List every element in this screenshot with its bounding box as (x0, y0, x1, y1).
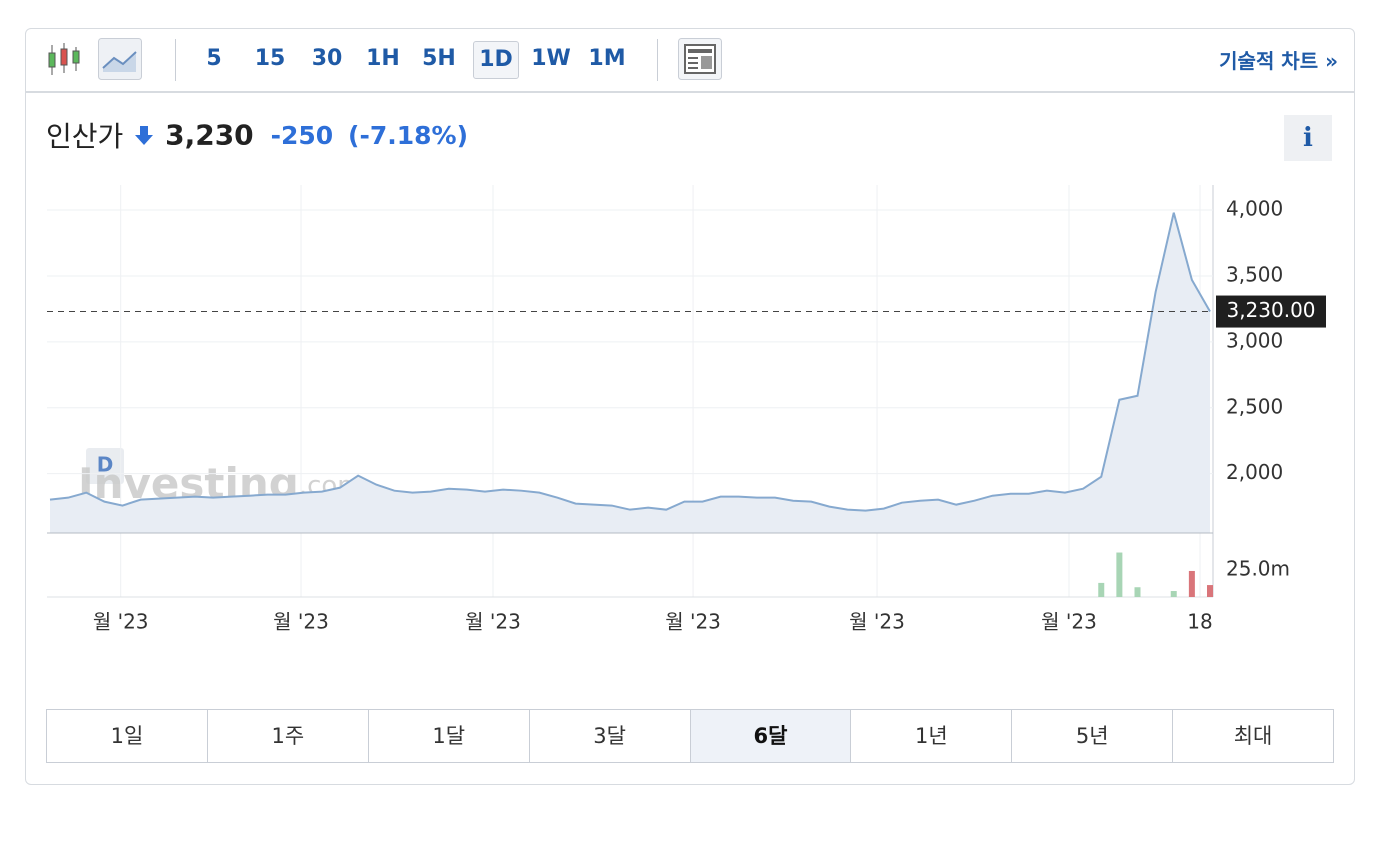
x-tick-label: 월 '23 (93, 610, 149, 634)
range-button[interactable]: 1달 (369, 710, 530, 762)
range-button[interactable]: 최대 (1233, 724, 1273, 748)
y-tick-label: 2,500 (1226, 394, 1283, 418)
x-tick-label: 월 '23 (465, 610, 521, 634)
technical-chart-link[interactable]: 기술적 차트 » (1219, 49, 1338, 73)
news-icon[interactable] (678, 38, 722, 80)
separator (657, 39, 658, 81)
toolbar: 5 15 30 1H 5H 1D 1W 1M 기술적 차트 » (26, 29, 1354, 93)
range-button[interactable]: 1주 (208, 710, 369, 762)
interval-button[interactable]: 1H (366, 46, 400, 71)
volume-tick-label: 25.0m (1226, 556, 1290, 580)
line-icon[interactable] (98, 38, 142, 80)
candle-icon[interactable] (46, 43, 82, 77)
volume-bar (1188, 570, 1195, 597)
y-tick-label: 4,000 (1226, 197, 1283, 221)
change: -250 (270, 120, 334, 150)
price: 3,230 (165, 118, 254, 152)
interval-button[interactable]: 1W (531, 46, 571, 71)
y-tick-label: 2,000 (1226, 460, 1283, 484)
x-tick-label: 월 '23 (665, 610, 721, 634)
interval-button[interactable]: 5H (422, 46, 456, 71)
x-tick-label: 월 '23 (1041, 610, 1097, 634)
range-button[interactable]: 6달 (690, 710, 852, 762)
range-button[interactable]: 3달 (530, 710, 691, 762)
range-button[interactable]: 5년 (1012, 710, 1174, 762)
y-tick-label: 3,500 (1226, 262, 1283, 286)
info-button[interactable]: i (1284, 115, 1332, 161)
volume-bar (1134, 587, 1141, 597)
stock-name: 인산가 (46, 120, 124, 153)
interval-button[interactable]: 15 (254, 46, 286, 71)
interval-button[interactable]: 5 (206, 46, 222, 71)
interval-button[interactable]: 30 (311, 46, 343, 71)
x-tick-label: 18 (1187, 610, 1212, 634)
quote-header: 인산가 3,230 -250 (-7.18%) (46, 115, 468, 155)
chart: D Investing.com 월 '23 월 '23 월 '23 월 '23 월 '2… (47, 185, 1326, 634)
watermark-badge-bg (86, 448, 124, 484)
watermark-badge: D (97, 453, 114, 477)
range-selector: 1일 1주 1달 3달 6달 1년 5년 최대 (46, 709, 1334, 763)
x-tick-label: 월 '23 (273, 610, 329, 634)
last-price-tag (1216, 295, 1326, 328)
interval-button[interactable]: 1D (473, 41, 519, 79)
x-tick-label: 월 '23 (849, 610, 905, 634)
interval-button[interactable]: 1M (588, 46, 626, 71)
volume-bar (1098, 582, 1105, 597)
volume-bar (1207, 585, 1213, 597)
volume-bar (1170, 591, 1177, 597)
area-fill (50, 212, 1210, 533)
separator (175, 39, 176, 81)
price-line (49, 212, 1211, 512)
y-tick-label: 3,000 (1226, 328, 1283, 352)
down-arrow (135, 126, 154, 145)
widget: 5 15 30 1H 5H 1D 1W 1M 기술적 차트 » 인산가 3,230 -250 … (25, 28, 1355, 785)
range-button[interactable]: 1년 (851, 710, 1013, 762)
last-price-label: 3,230.00 (1226, 298, 1315, 322)
change-percent: (-7.18%) (348, 120, 469, 150)
range-button[interactable]: 1일 (47, 710, 208, 762)
volume-bar (1116, 552, 1123, 597)
